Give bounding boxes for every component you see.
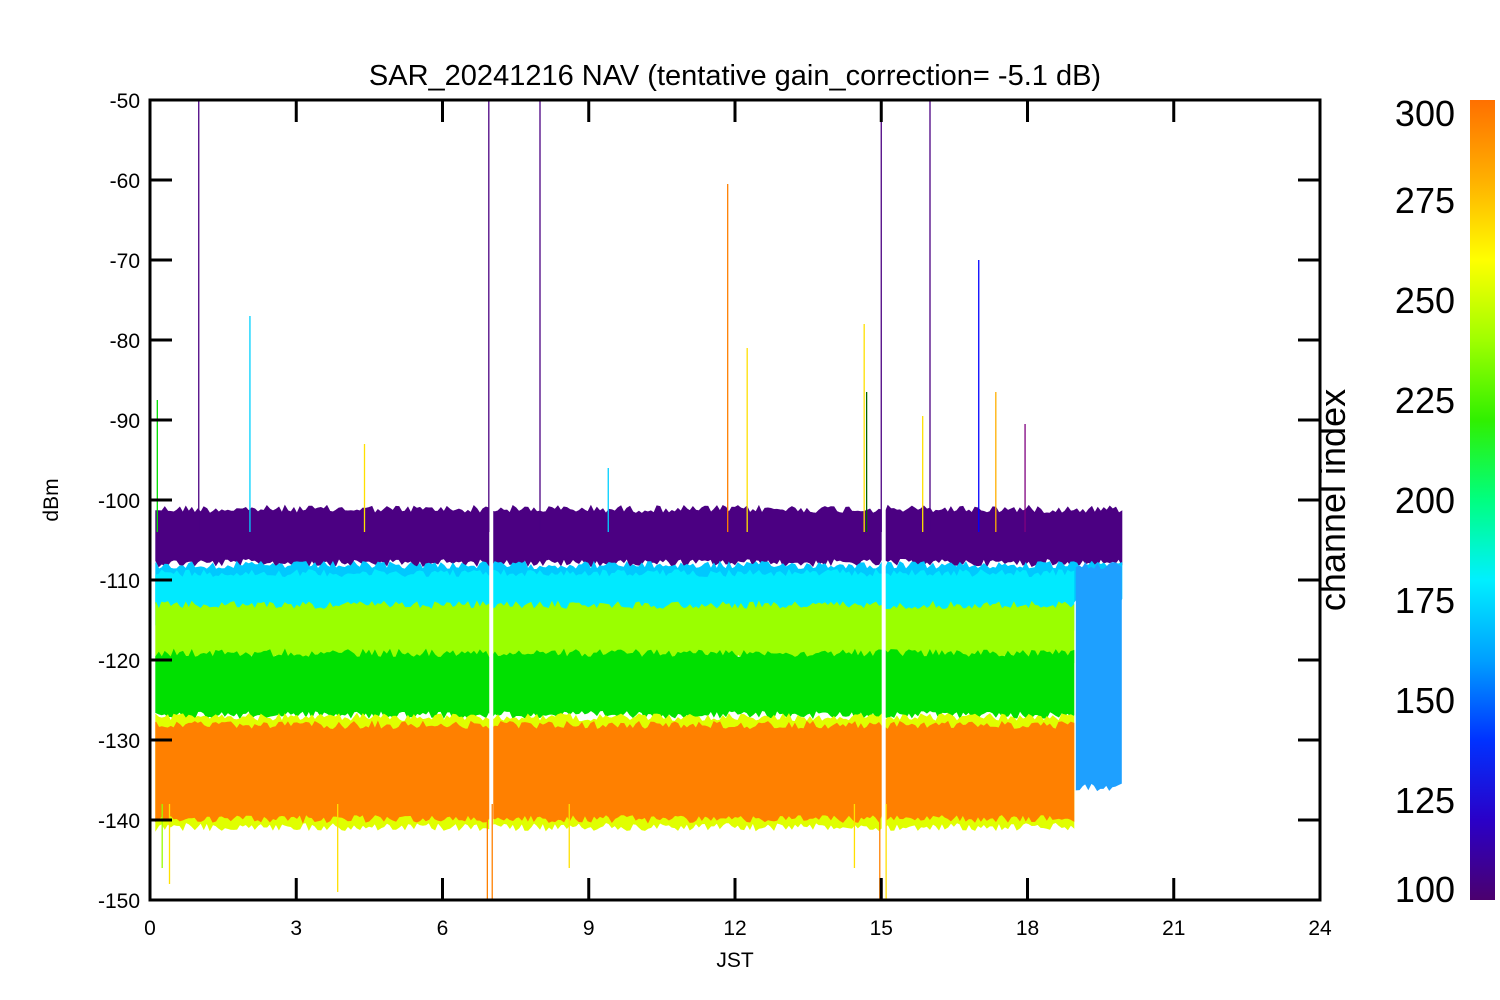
chart-title: SAR_20241216 NAV (tentative gain_correct… — [369, 60, 1101, 92]
x-tick-label: 3 — [290, 917, 302, 940]
y-tick-label: -150 — [98, 890, 140, 913]
plot-frame — [148, 98, 1322, 902]
y-axis-label: dBm — [40, 478, 63, 521]
colorbar-tick-label: 250 — [1395, 280, 1455, 321]
y-tick-label: -100 — [98, 490, 140, 513]
x-tick-label: 15 — [870, 917, 893, 940]
colorbar-ticks: 300 275 250 225 200 175 150 125 100 — [1395, 93, 1455, 910]
y-tick-label: -60 — [110, 170, 140, 193]
x-tick-label: 9 — [583, 917, 595, 940]
colorbar-tick-label: 300 — [1395, 93, 1455, 134]
colorbar-tick-label: 150 — [1395, 680, 1455, 721]
y-tick-label: -120 — [98, 650, 140, 673]
x-tick-label: 18 — [1016, 917, 1039, 940]
band-channel-145 — [1075, 562, 1122, 792]
colorbar-label: channel index — [1312, 389, 1353, 611]
y-tick-label: -50 — [110, 90, 140, 113]
band-channel-225 — [155, 648, 1075, 720]
x-tick-label: 24 — [1308, 917, 1332, 940]
y-tick-label: -130 — [98, 730, 140, 753]
colorbar — [1470, 100, 1495, 900]
colorbar-tick-label: 100 — [1395, 869, 1455, 910]
colorbar-tick-label: 225 — [1395, 380, 1455, 421]
plot-area — [155, 100, 1123, 900]
x-tick-label: 12 — [723, 917, 746, 940]
y-tick-label: -140 — [98, 810, 140, 833]
x-tick-label: 6 — [437, 917, 449, 940]
colorbar-tick-label: 275 — [1395, 180, 1455, 221]
y-tick-label: -70 — [110, 250, 140, 273]
y-tick-label: -80 — [110, 330, 140, 353]
colorbar-tick-label: 175 — [1395, 580, 1455, 621]
x-tick-label: 21 — [1162, 917, 1185, 940]
colorbar-tick-label: 125 — [1395, 780, 1455, 821]
data-gap — [881, 500, 886, 860]
colorbar-tick-label: 200 — [1395, 480, 1455, 521]
x-axis-label: JST — [716, 949, 754, 972]
x-tick-label: 0 — [144, 917, 156, 940]
band-channel-110 — [155, 504, 1123, 568]
y-tick-label: -90 — [110, 410, 140, 433]
data-gap — [489, 500, 494, 860]
band-channel-290 — [155, 720, 1075, 824]
y-tick-label: -110 — [100, 570, 140, 593]
